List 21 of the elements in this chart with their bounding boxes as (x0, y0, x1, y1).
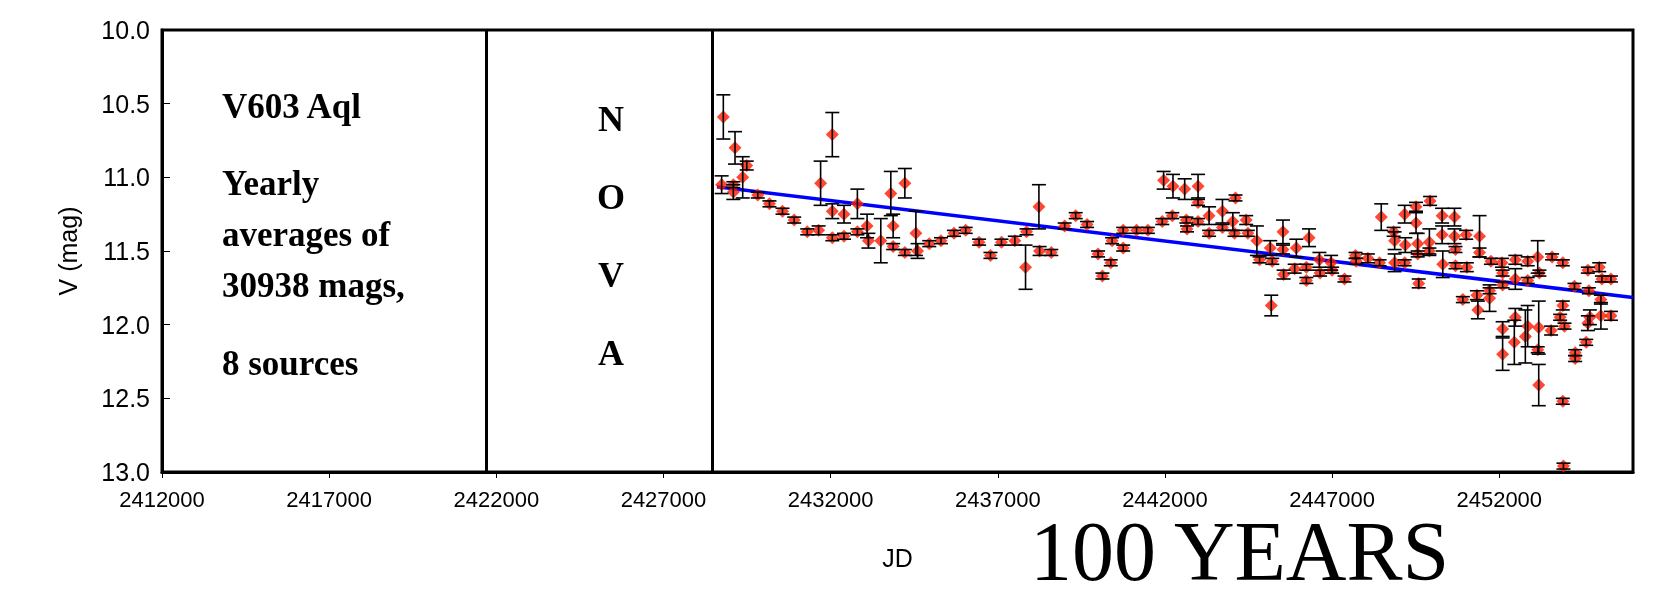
annotation: Yearly averages of 30938 mags, (222, 164, 405, 305)
y-tick-label: 11.5 (103, 237, 150, 265)
x-tick-label: 2447000 (1289, 486, 1375, 512)
x-tick-label: 2417000 (286, 486, 372, 512)
y-tick-label: 13.0 (101, 458, 150, 486)
x-axis-title: JD (882, 544, 913, 572)
x-tick-label: 2422000 (453, 486, 540, 512)
y-tick-label: 11.0 (103, 163, 150, 192)
y-tick-label: 12.0 (101, 310, 150, 339)
y-tick-label: 12.5 (101, 384, 150, 413)
x-tick-label: 2442000 (1122, 486, 1208, 512)
x-tick-label: 2432000 (787, 486, 874, 512)
x-tick-label: 2452000 (1456, 486, 1543, 512)
annotation: NOVA (596, 99, 626, 373)
y-axis-title: V (mag) (53, 206, 82, 296)
annotation: V603 Aql (222, 87, 362, 126)
x-tick-label: 2412000 (119, 486, 205, 512)
annotation: 8 sources (222, 344, 359, 383)
y-tick-label: 10.0 (101, 16, 150, 44)
y-tick-label: 10.5 (101, 89, 150, 118)
x-tick-label: 2427000 (620, 486, 707, 512)
